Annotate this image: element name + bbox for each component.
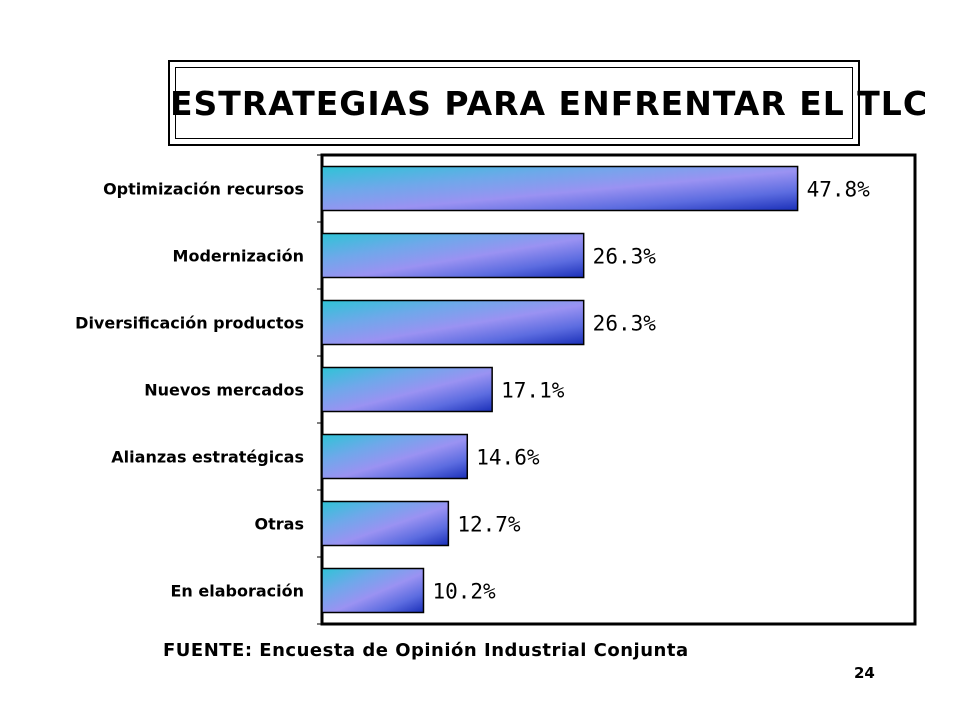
- value-label: 10.2%: [432, 580, 496, 604]
- page-number: 24: [854, 664, 875, 682]
- category-label: Nuevos mercados: [144, 381, 304, 400]
- bar: [322, 167, 798, 211]
- category-label: Diversificación productos: [75, 314, 304, 333]
- value-label: 26.3%: [593, 245, 657, 269]
- bar: [322, 502, 448, 546]
- bar: [322, 234, 584, 278]
- value-label: 14.6%: [476, 446, 540, 470]
- bar: [322, 435, 467, 479]
- value-label: 12.7%: [457, 513, 521, 537]
- value-label: 47.8%: [807, 178, 871, 202]
- source-note: FUENTE: Encuesta de Opinión Industrial C…: [163, 640, 689, 661]
- category-label: Alianzas estratégicas: [111, 448, 304, 467]
- value-label: 17.1%: [501, 379, 565, 403]
- bar: [322, 368, 492, 412]
- category-label: Modernización: [173, 247, 304, 266]
- category-label: Otras: [255, 515, 304, 534]
- category-label: Optimización recursos: [103, 180, 304, 199]
- category-label: En elaboración: [170, 582, 304, 601]
- value-label: 26.3%: [593, 312, 657, 336]
- bar: [322, 569, 423, 613]
- bar: [322, 301, 584, 345]
